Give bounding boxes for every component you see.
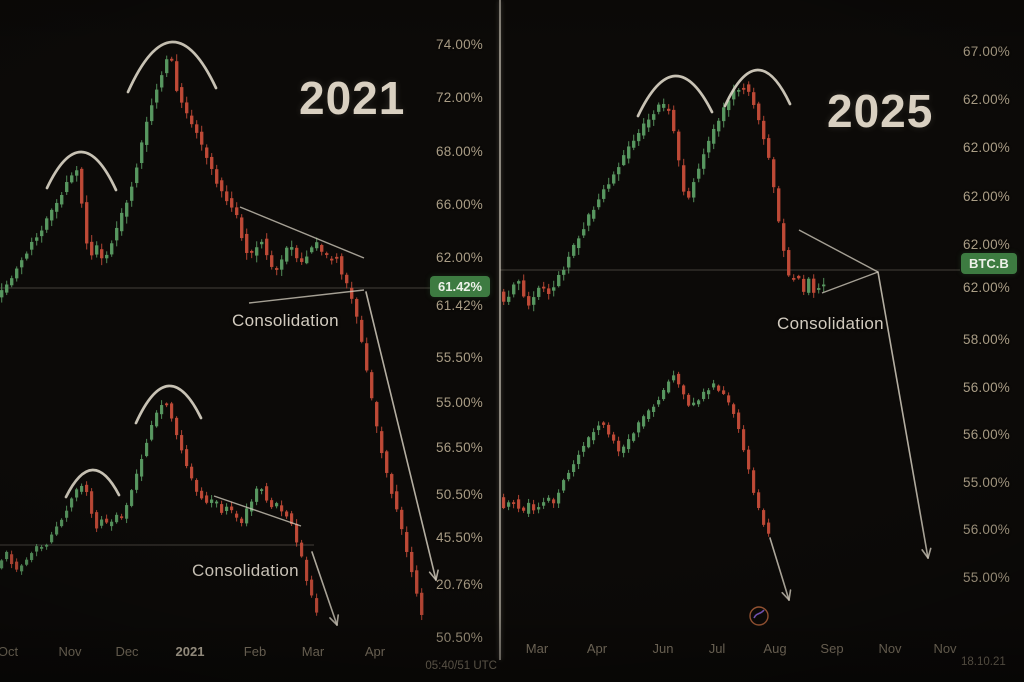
current-price-badge: 61.42% (430, 276, 491, 297)
double-top-arc (45, 150, 118, 192)
btc-dominance-2021-main[interactable] (0, 40, 439, 621)
btc-dominance-2025-secondary[interactable] (502, 370, 792, 626)
trendline (821, 271, 879, 294)
panel-divider (499, 0, 501, 660)
double-top-arc (126, 40, 218, 94)
squiggle-marker-icon (753, 609, 765, 619)
circle-marker-icon (749, 606, 769, 626)
trendline (213, 495, 302, 527)
double-top-arc (64, 468, 121, 499)
trendline (798, 229, 879, 273)
symbol-price-badge: BTC.B (961, 253, 1017, 274)
double-top-arc (723, 68, 792, 108)
trendline (248, 289, 365, 304)
consolidation-label-2025-main: Consolidation (777, 314, 884, 333)
consolidation-label-2021-secondary: Consolidation (192, 561, 299, 580)
date-label: 18.10.21 (961, 656, 1006, 668)
consolidation-label-2021-main: Consolidation (232, 311, 339, 330)
year-title-2025: 2025 (827, 85, 934, 137)
btc-dominance-2025-main[interactable] (500, 68, 960, 559)
btc-dominance-2021-secondary[interactable] (0, 384, 339, 626)
year-title-2021: 2021 (299, 72, 406, 124)
trendline (239, 206, 365, 259)
double-top-arc (134, 384, 203, 425)
double-top-arc (636, 74, 714, 118)
clock-utc-label: 05:40/51 UTC (425, 660, 497, 672)
